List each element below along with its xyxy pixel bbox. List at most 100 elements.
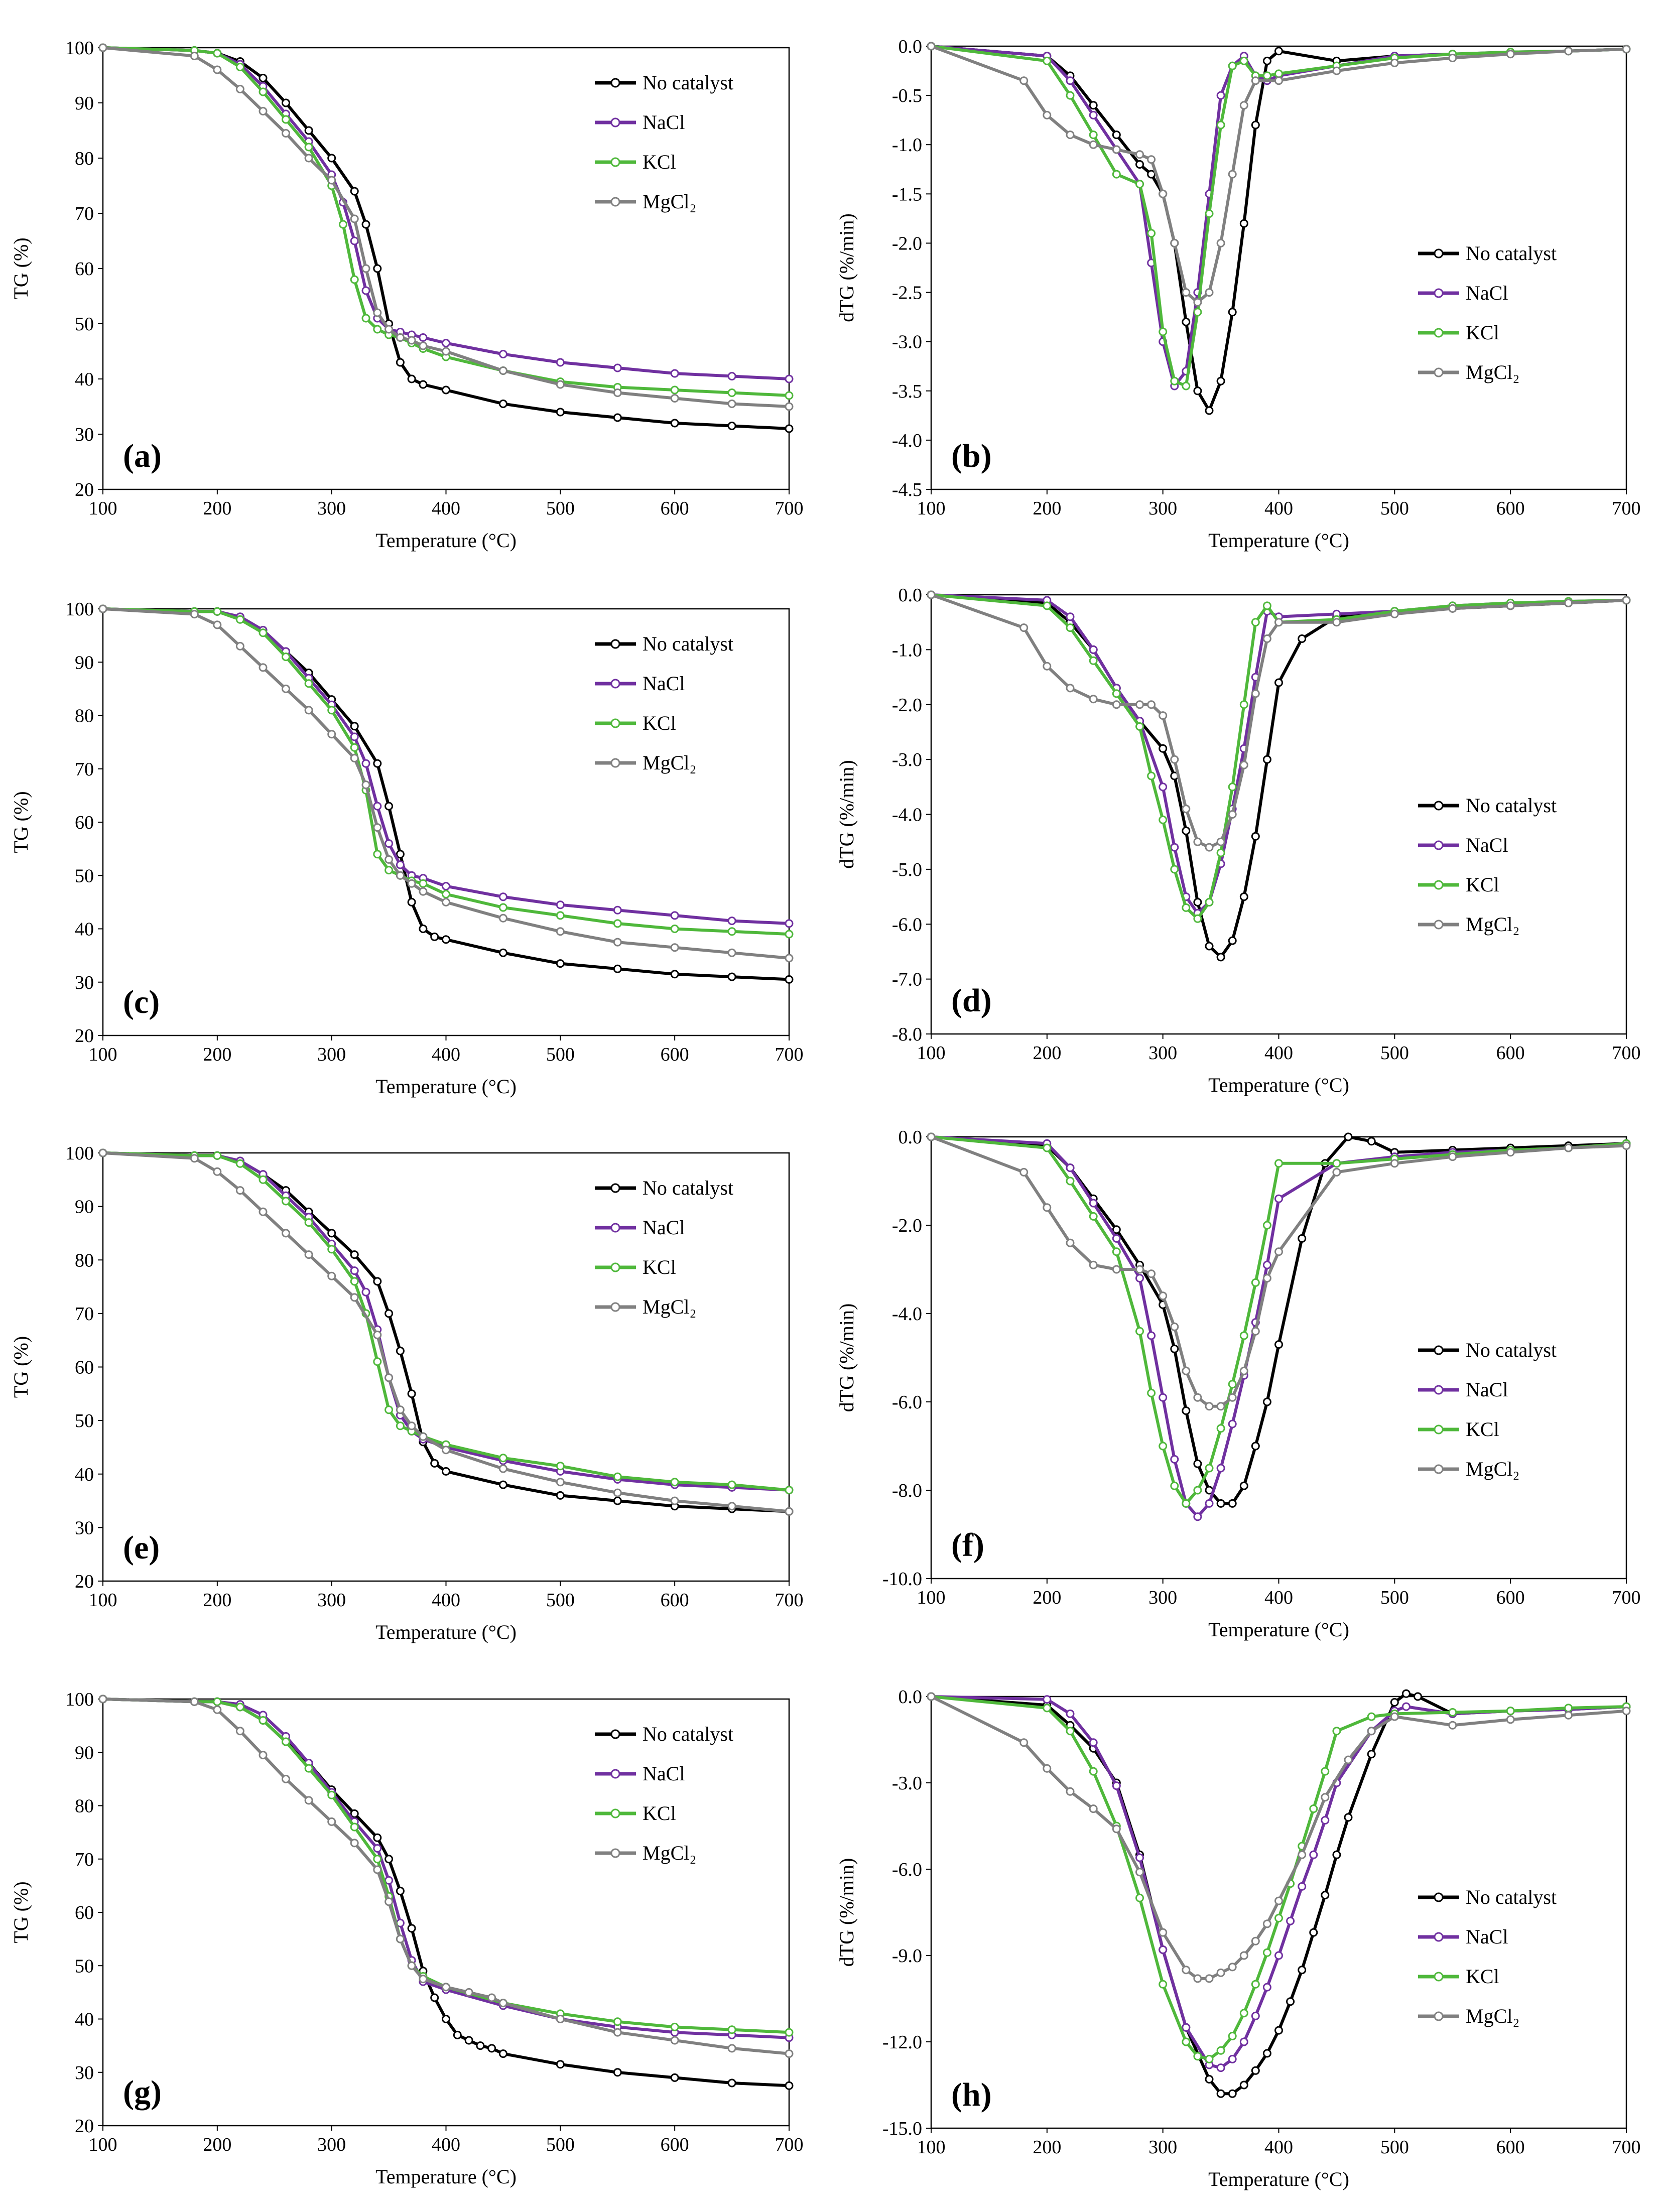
data-point: [670, 2022, 679, 2031]
data-point: [1147, 1269, 1156, 1278]
x-axis-title: Temperature (°C): [1208, 529, 1349, 552]
x-tick-label: 300: [317, 2134, 346, 2155]
data-point: [727, 1480, 736, 1489]
data-point: [396, 1347, 405, 1355]
data-point: [1147, 1331, 1156, 1340]
data-point: [1205, 406, 1214, 415]
data-point: [385, 866, 394, 875]
data-point: [1182, 1366, 1191, 1375]
series-kcl: [927, 1692, 1631, 2063]
data-point: [1182, 2023, 1191, 2032]
legend-label: MgCl₂: [643, 751, 696, 774]
data-point: [464, 2036, 473, 2045]
data-point: [1135, 180, 1144, 189]
series-nocatalyst: [927, 42, 1631, 415]
data-point: [1135, 1853, 1144, 1862]
data-point: [727, 372, 736, 380]
y-tick-label: 0.0: [899, 585, 923, 606]
series-mgcl: [927, 42, 1631, 307]
data-point: [1367, 1712, 1376, 1721]
legend-swatch-marker: [1434, 1464, 1444, 1474]
y-tick-label: 60: [75, 1902, 94, 1923]
data-point: [1239, 760, 1248, 769]
data-point: [487, 2044, 496, 2053]
data-point: [396, 1405, 405, 1414]
y-tick-label: -15.0: [882, 2118, 922, 2139]
data-point: [1216, 953, 1225, 962]
x-axis-title: Temperature (°C): [375, 529, 517, 552]
data-point: [1332, 66, 1341, 75]
x-tick-label: 400: [432, 498, 460, 519]
data-point: [1043, 1695, 1052, 1704]
legend-entry: MgCl₂: [595, 751, 696, 774]
x-tick-label: 500: [546, 498, 575, 519]
series-line: [931, 1135, 1627, 1518]
legend-label: No catalyst: [643, 71, 733, 94]
data-point: [785, 975, 794, 984]
plot-frame: [930, 1696, 1627, 2129]
data-point: [1251, 832, 1260, 841]
legend-swatch-marker: [610, 1302, 620, 1312]
legend-label: NaCl: [1466, 1925, 1508, 1948]
data-point: [396, 1421, 405, 1430]
data-point: [1274, 678, 1283, 687]
data-point: [350, 1823, 359, 1832]
data-point: [613, 2028, 622, 2037]
data-point: [396, 860, 405, 869]
legend-swatch-marker: [610, 1808, 620, 1818]
data-point: [498, 1999, 507, 2008]
data-point: [785, 919, 794, 928]
data-point: [385, 839, 394, 848]
x-tick-label: 200: [203, 1044, 231, 1065]
data-point: [396, 358, 405, 367]
data-point: [419, 879, 428, 888]
legend-swatch-marker: [610, 639, 620, 649]
data-point: [235, 1159, 244, 1168]
legend-entry: No catalyst: [595, 1723, 733, 1745]
data-point: [350, 214, 359, 223]
data-point: [1448, 1708, 1457, 1717]
data-point: [1043, 56, 1052, 65]
data-point: [442, 1446, 450, 1455]
data-point: [1112, 170, 1121, 179]
data-point: [1216, 238, 1225, 247]
data-point: [727, 927, 736, 936]
data-point: [373, 264, 382, 273]
data-point: [1401, 1689, 1411, 1698]
data-point: [190, 52, 199, 60]
data-point: [373, 1844, 382, 1853]
data-point: [927, 590, 936, 599]
legend-label: MgCl₂: [643, 190, 696, 213]
data-point: [235, 85, 244, 93]
data-point: [1309, 1850, 1318, 1859]
data-point: [304, 126, 313, 135]
data-point: [1216, 848, 1225, 857]
legend-label: MgCl₂: [1466, 2005, 1519, 2027]
data-point: [373, 1357, 382, 1366]
legend-label: NaCl: [643, 111, 685, 134]
legend-entry: KCl: [1418, 873, 1499, 896]
data-point: [1182, 826, 1191, 835]
data-point: [1193, 1974, 1202, 1983]
x-tick-label: 100: [917, 2137, 946, 2158]
legend-label: No catalyst: [643, 1723, 733, 1745]
data-point: [327, 1229, 336, 1238]
series-line: [102, 46, 790, 380]
data-point: [235, 63, 244, 71]
data-point: [1193, 386, 1202, 396]
y-tick-label: 40: [75, 2009, 94, 2030]
x-tick-label: 400: [432, 1044, 460, 1065]
data-point: [785, 391, 794, 400]
data-point: [498, 2049, 507, 2058]
data-point: [1309, 1804, 1318, 1813]
data-point: [259, 1175, 268, 1184]
legend-swatch-marker: [1434, 367, 1444, 377]
data-point: [1205, 2075, 1214, 2084]
data-point: [373, 1331, 382, 1339]
data-point: [613, 363, 622, 372]
data-point: [1089, 645, 1098, 654]
data-point: [1019, 76, 1029, 85]
data-point: [1112, 1265, 1121, 1274]
legend-swatch-marker: [610, 718, 620, 728]
data-point: [727, 422, 736, 430]
